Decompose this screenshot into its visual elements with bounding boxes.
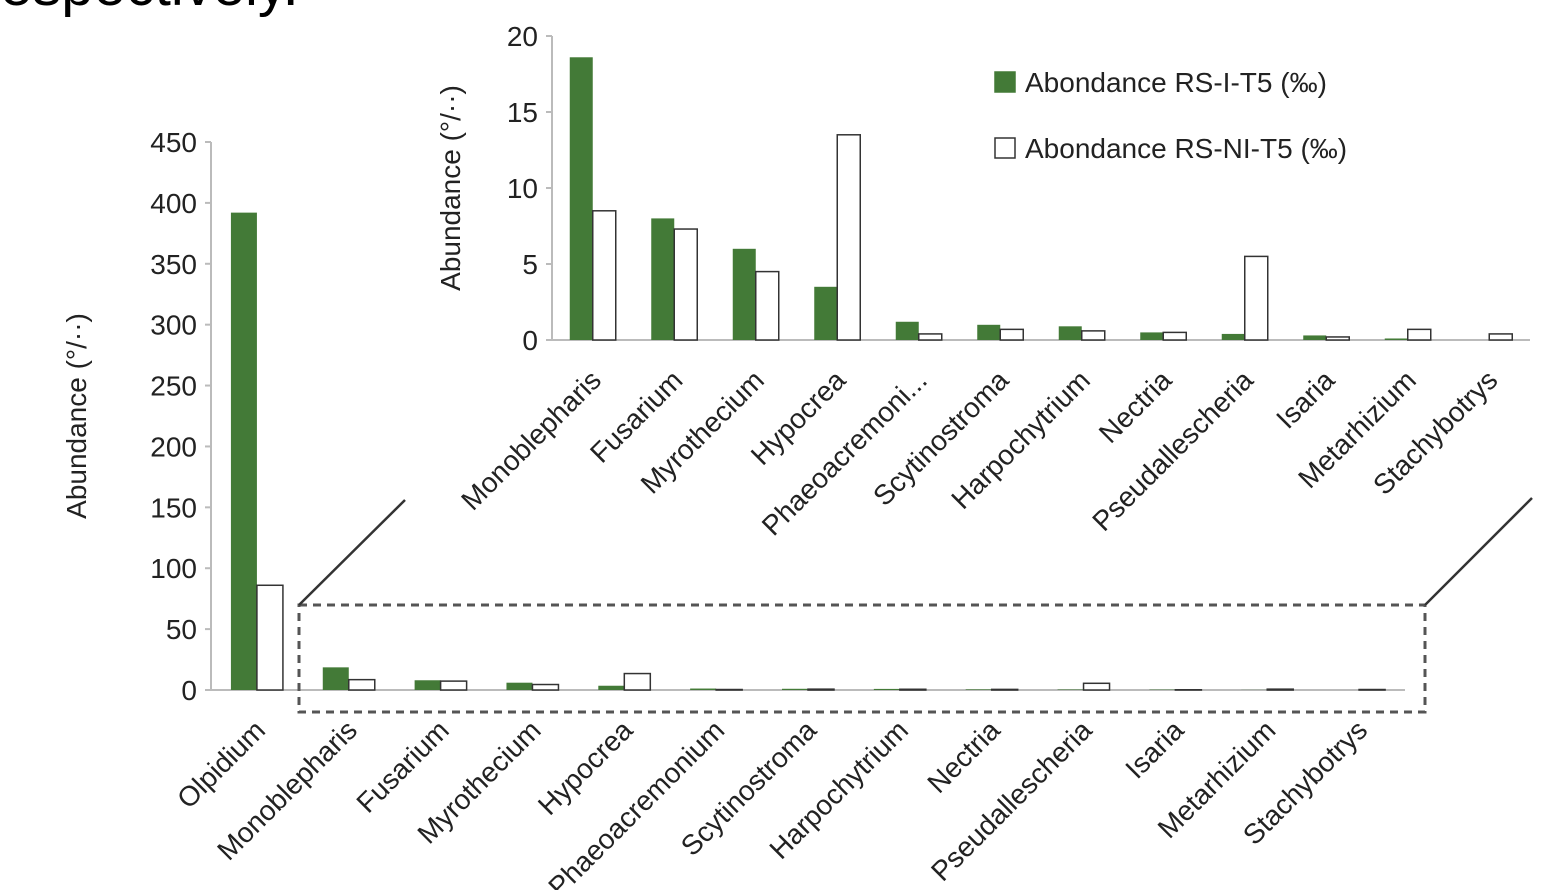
bar-rs-ni-t5 [1266, 688, 1294, 691]
y-tick-label: 0 [522, 325, 538, 356]
bar-rs-ni-t5 [807, 688, 835, 691]
bar-rs-ni-t5 [1325, 336, 1350, 341]
bar-rs-ni-t5 [256, 584, 284, 691]
x-category-label: Monoblepharis [455, 364, 607, 516]
x-category-label: Harpochytrium [945, 364, 1096, 515]
bar-rs-ni-t5 [1244, 255, 1269, 341]
bar-rs-ni-t5 [623, 672, 652, 691]
bar-rs-ni-t5 [673, 228, 698, 341]
y-tick-label: 20 [507, 21, 538, 52]
bar-rs-ni-t5 [1082, 682, 1111, 691]
x-category-label: Isaria [1119, 714, 1190, 785]
bar-rs-i-t5 [977, 324, 1001, 340]
zoom-region-box [297, 497, 1533, 714]
bar-rs-i-t5 [690, 688, 717, 690]
y-axis-title: Abundance (°/··) [61, 313, 92, 519]
bar-rs-ni-t5 [755, 270, 780, 341]
legend-label: Abondance RS-NI-T5 (‰) [1025, 133, 1347, 164]
y-tick-label: 50 [166, 614, 197, 645]
y-tick-label: 5 [522, 249, 538, 280]
bar-rs-i-t5 [782, 688, 808, 690]
bar-rs-i-t5 [965, 689, 992, 690]
bar-rs-ni-t5 [1488, 333, 1513, 341]
x-category-label: Nectria [921, 714, 1006, 799]
bar-rs-i-t5 [651, 218, 675, 340]
x-category-label: Isaria [1270, 364, 1341, 435]
bar-rs-i-t5 [1384, 338, 1408, 340]
y-tick-label: 15 [507, 97, 538, 128]
y-tick-label: 100 [150, 553, 197, 584]
bar-rs-i-t5 [873, 688, 900, 690]
y-tick-label: 250 [150, 371, 197, 402]
x-category-label: Pseudallescheria [925, 714, 1098, 887]
bar-rs-i-t5 [569, 57, 593, 340]
bar-rs-ni-t5 [1407, 328, 1432, 341]
y-tick-label: 400 [150, 188, 197, 219]
bar-rs-ni-t5 [918, 333, 943, 341]
bar-rs-i-t5 [506, 682, 533, 690]
bar-rs-ni-t5 [439, 680, 468, 691]
bar-rs-i-t5 [814, 286, 838, 340]
bar-rs-ni-t5 [999, 328, 1024, 341]
page-heading: espectively. [0, 0, 299, 19]
bar-rs-i-t5 [1221, 333, 1245, 340]
bar-rs-ni-t5 [531, 683, 560, 691]
bar-rs-i-t5 [895, 321, 919, 340]
y-axis-title: Abundance (°/··) [435, 85, 466, 291]
y-tick-label: 10 [507, 173, 538, 204]
legend-label: Abondance RS-I-T5 (‰) [1025, 67, 1327, 98]
bar-rs-ni-t5 [990, 688, 1019, 691]
bar-rs-i-t5 [322, 667, 349, 690]
y-tick-label: 350 [150, 249, 197, 280]
bar-rs-i-t5 [414, 680, 441, 690]
bar-rs-i-t5 [1140, 332, 1164, 340]
bar-rs-i-t5 [1303, 335, 1327, 340]
bar-rs-i-t5 [1058, 326, 1082, 340]
bar-rs-i-t5 [230, 212, 257, 690]
zoom-dashed-box [297, 603, 1427, 714]
y-tick-label: 450 [150, 127, 197, 158]
bar-rs-i-t5 [732, 248, 756, 340]
bar-rs-ni-t5 [592, 210, 617, 341]
bar-rs-ni-t5 [1162, 331, 1187, 341]
y-tick-label: 150 [150, 492, 197, 523]
bar-rs-i-t5 [598, 685, 625, 690]
bar-rs-ni-t5 [899, 688, 927, 691]
bar-rs-ni-t5 [1081, 330, 1106, 341]
y-tick-label: 0 [181, 675, 197, 706]
legend-swatch [994, 137, 1016, 159]
zoom-connector-right [1424, 497, 1533, 606]
legend-swatch [994, 71, 1016, 93]
zoom-connector-left [298, 499, 406, 606]
bar-rs-ni-t5 [836, 134, 861, 341]
y-tick-label: 200 [150, 431, 197, 462]
y-tick-label: 300 [150, 310, 197, 341]
bar-rs-ni-t5 [348, 678, 376, 691]
